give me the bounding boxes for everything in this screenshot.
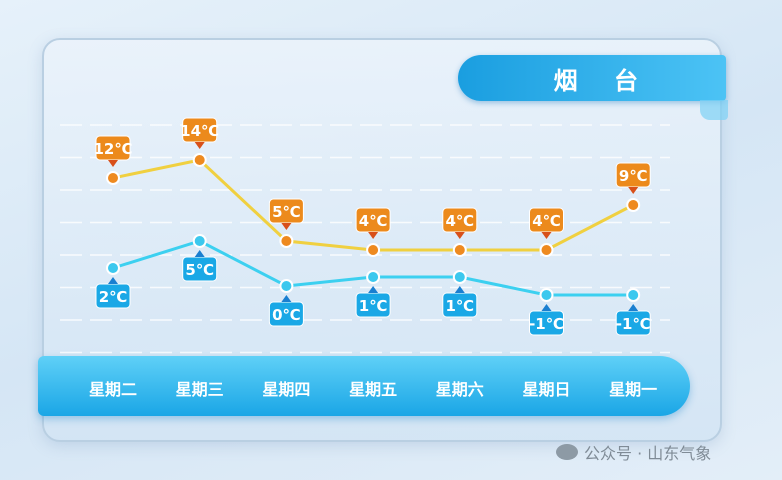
low-temp-label: 0℃: [272, 306, 301, 324]
low-temp-label: 2℃: [99, 288, 128, 306]
city-title: 烟 台: [458, 55, 726, 101]
day-label: 星期五: [349, 380, 398, 399]
label-pointer: [541, 232, 552, 239]
label-pointer: [108, 277, 118, 284]
label-pointer: [281, 223, 292, 230]
watermark: 公众号 · 山东气象: [556, 440, 711, 464]
title-ribbon-tail: [700, 100, 728, 120]
label-pointer: [628, 187, 639, 194]
low-temp-point: [279, 279, 294, 293]
high-temp-label: 9℃: [619, 167, 648, 185]
wechat-icon: [556, 444, 578, 460]
high-temp-point: [539, 243, 554, 257]
day-label: 星期六: [435, 380, 484, 399]
low-temp-label: -1℃: [616, 315, 651, 333]
label-pointer: [108, 160, 118, 167]
high-temp-point: [452, 243, 467, 257]
low-temp-label: 1℃: [359, 297, 388, 315]
high-temp-point: [366, 243, 381, 257]
label-pointer: [541, 304, 552, 311]
day-label: 星期二: [88, 380, 137, 399]
label-pointer: [194, 142, 205, 149]
high-temp-label: 4℃: [445, 212, 474, 230]
label-pointer: [368, 286, 379, 293]
high-temp-point: [626, 198, 641, 212]
high-temp-label: 5℃: [272, 203, 301, 221]
label-pointer: [194, 250, 205, 257]
day-label: 星期四: [262, 380, 311, 399]
high-temp-label: 4℃: [532, 212, 561, 230]
watermark-text: 公众号 · 山东气象: [584, 444, 712, 463]
low-temp-label: 1℃: [445, 297, 474, 315]
label-pointer: [628, 304, 639, 311]
low-temp-point: [539, 288, 554, 302]
low-temp-label: 5℃: [185, 261, 214, 279]
high-temp-label: 12℃: [93, 140, 132, 158]
low-temp-point: [452, 270, 467, 284]
high-temp-label: 4℃: [359, 212, 388, 230]
low-temp-point: [366, 270, 381, 284]
label-pointer: [368, 232, 379, 239]
label-pointer: [454, 232, 465, 239]
high-temp-point: [279, 234, 294, 248]
low-temp-point: [626, 288, 641, 302]
low-temp-label: -1℃: [529, 315, 564, 333]
low-temp-point: [106, 261, 120, 275]
high-temp-label: 14℃: [180, 122, 219, 140]
label-pointer: [454, 286, 465, 293]
day-label: 星期一: [609, 380, 658, 399]
day-label: 星期日: [522, 380, 571, 399]
high-temp-point: [106, 171, 120, 185]
high-temp-point: [192, 153, 207, 167]
day-label: 星期三: [175, 380, 224, 399]
day-bar: [38, 356, 690, 416]
low-temp-point: [192, 234, 207, 248]
label-pointer: [281, 295, 292, 302]
